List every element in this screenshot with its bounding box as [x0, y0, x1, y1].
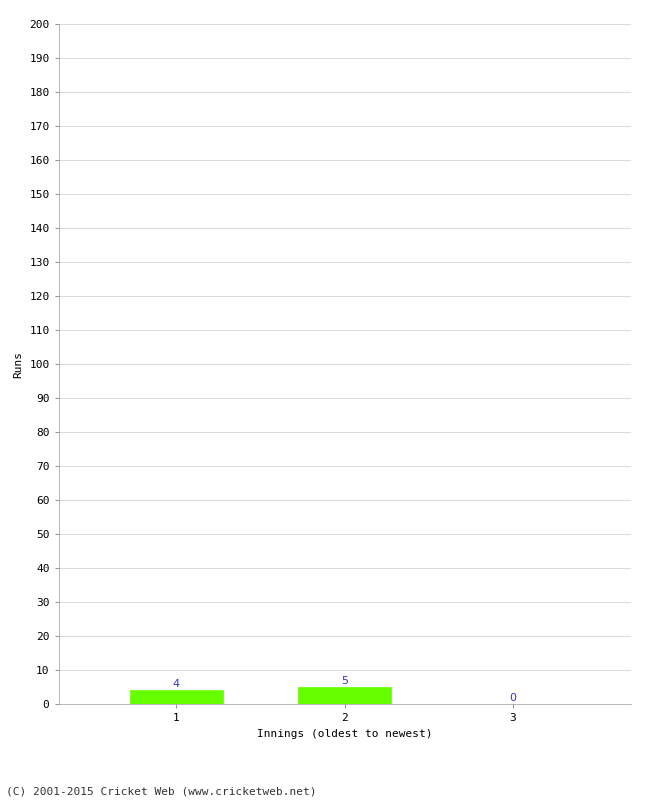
- Bar: [298, 687, 391, 704]
- Text: (C) 2001-2015 Cricket Web (www.cricketweb.net): (C) 2001-2015 Cricket Web (www.cricketwe…: [6, 786, 317, 796]
- Text: 5: 5: [341, 676, 348, 686]
- Text: 4: 4: [173, 679, 180, 690]
- Text: 0: 0: [509, 693, 516, 703]
- Y-axis label: Runs: Runs: [14, 350, 23, 378]
- X-axis label: Innings (oldest to newest): Innings (oldest to newest): [257, 729, 432, 738]
- Bar: [130, 690, 222, 704]
